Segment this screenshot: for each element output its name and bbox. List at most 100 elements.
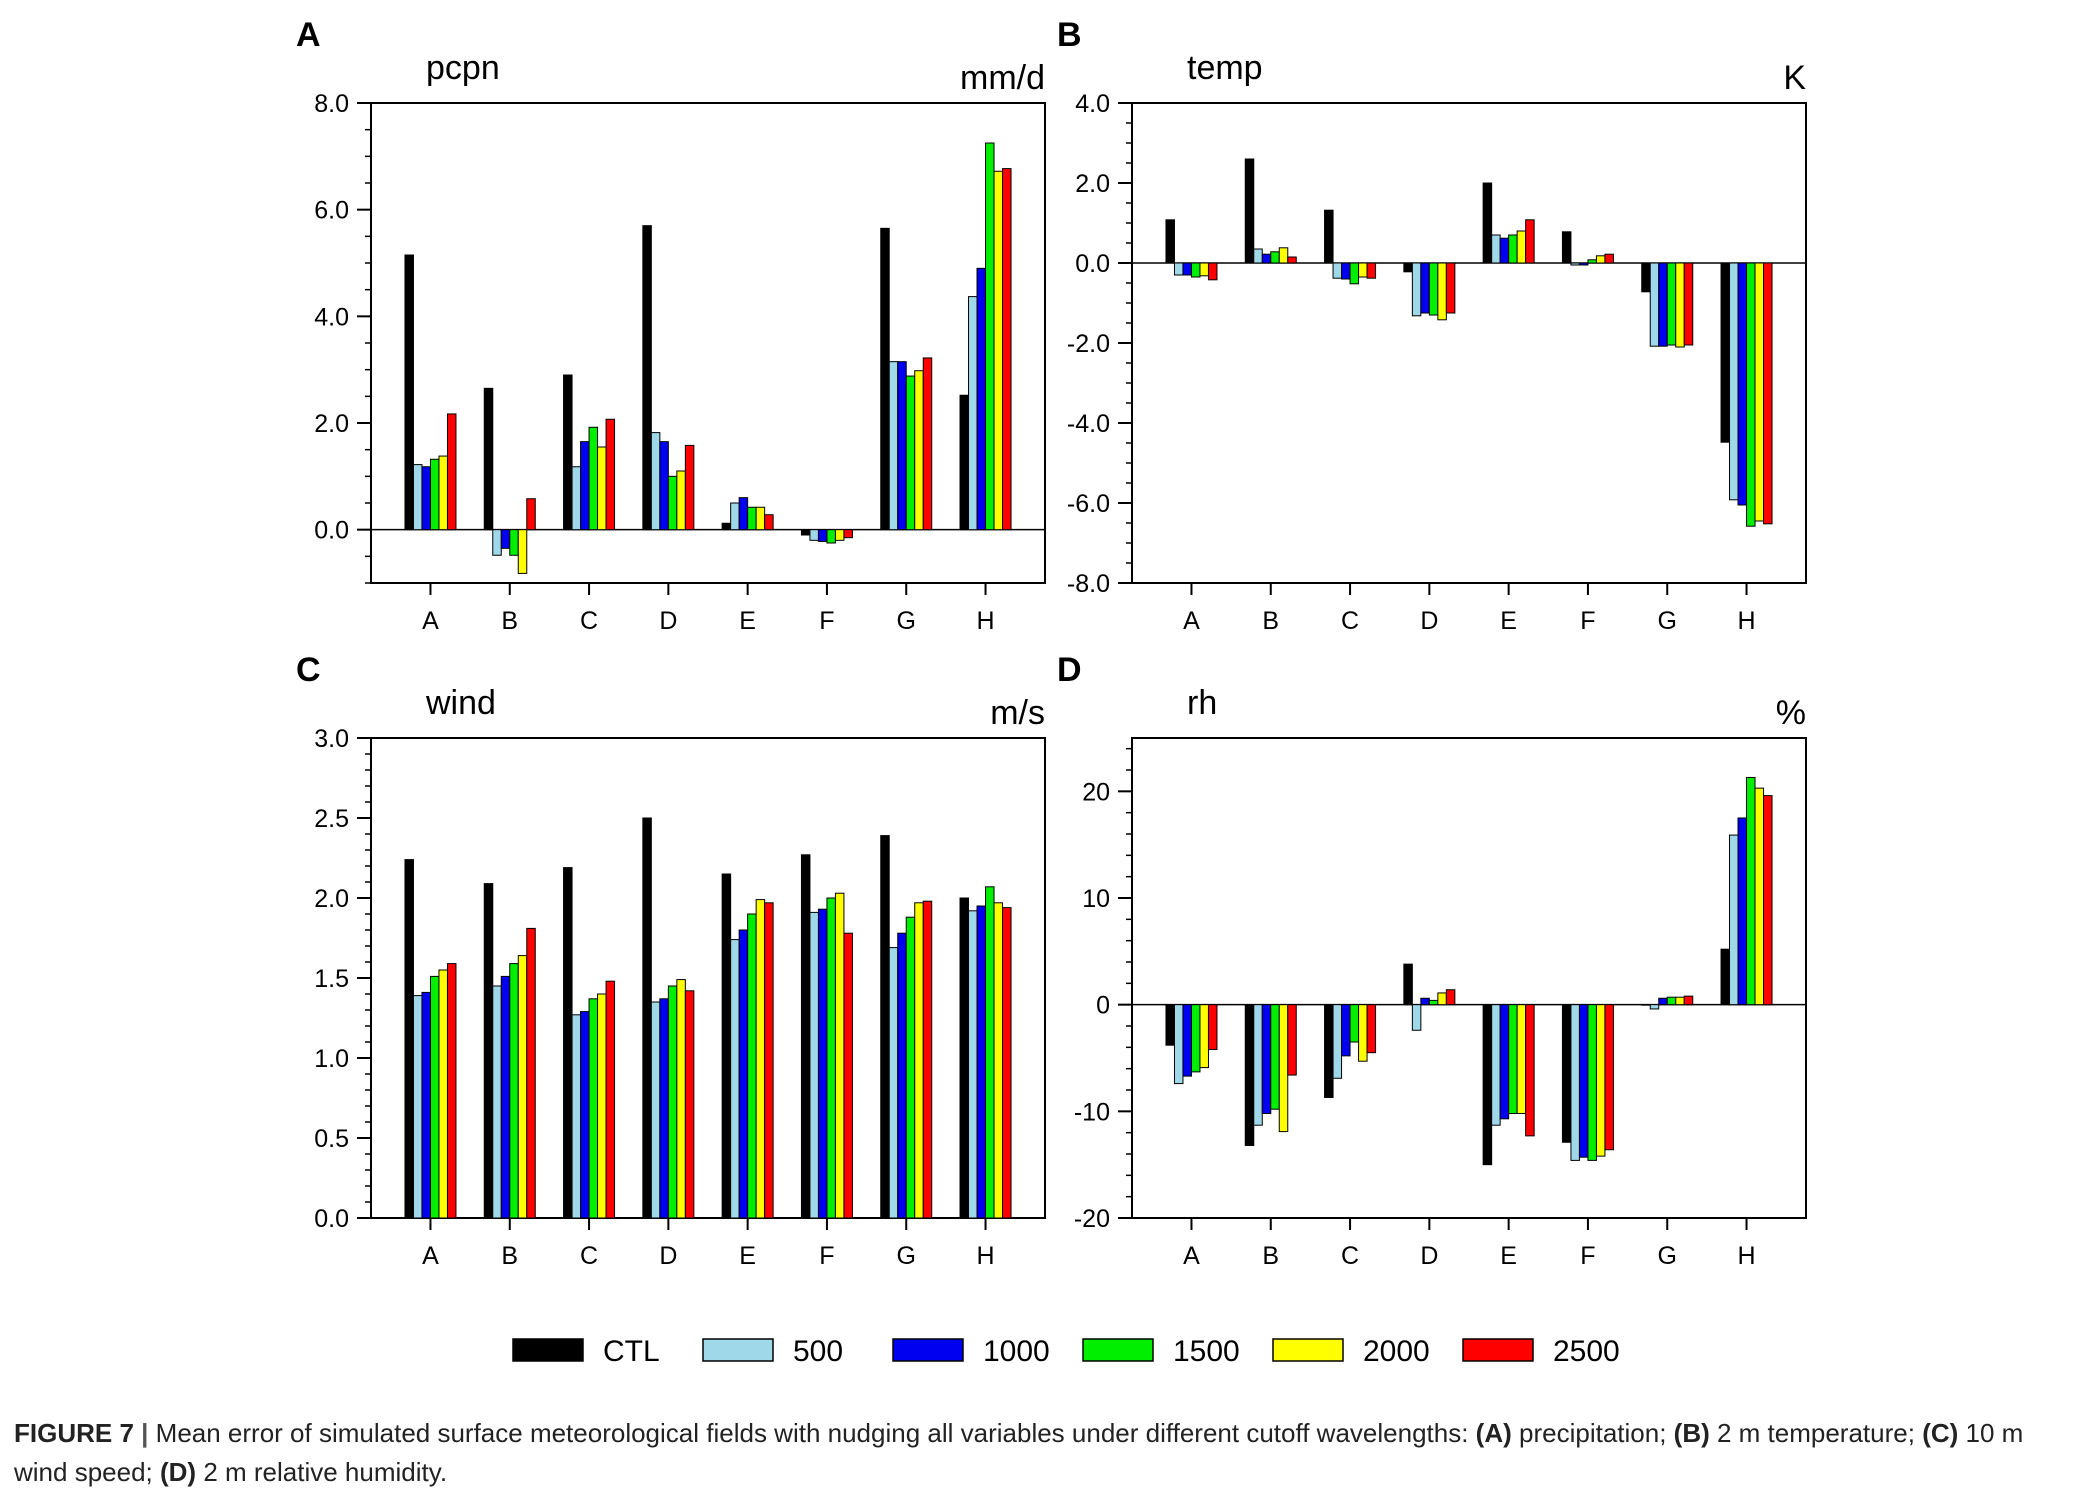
bar-c-2000 bbox=[1358, 1004, 1368, 1062]
bar-g-500 bbox=[888, 361, 899, 531]
bar-e-ctl bbox=[721, 873, 732, 1219]
bar-b-500 bbox=[492, 529, 502, 556]
bar-g-1500 bbox=[905, 375, 916, 531]
caption-label: FIGURE 7 bbox=[14, 1418, 134, 1448]
bar-e-2500 bbox=[1525, 1004, 1535, 1137]
panel-unit-d: % bbox=[1776, 694, 1806, 732]
legend-swatch-500 bbox=[702, 1338, 774, 1362]
y-tick-label: -6.0 bbox=[1067, 490, 1110, 518]
x-tick-label-h: H bbox=[976, 607, 994, 635]
x-tick-label-e: E bbox=[1500, 607, 1517, 635]
bar-f-1500 bbox=[826, 897, 836, 1219]
bar-a-2000 bbox=[1199, 262, 1209, 277]
bar-h-1500 bbox=[1746, 262, 1756, 527]
panel-unit-b: K bbox=[1783, 59, 1806, 97]
bar-h-ctl bbox=[959, 897, 970, 1219]
x-tick-label-d: D bbox=[659, 607, 677, 635]
x-tick-label-f: F bbox=[819, 607, 834, 635]
bar-e-1500 bbox=[1508, 234, 1518, 264]
bar-e-500 bbox=[1491, 1004, 1501, 1126]
bar-h-1000 bbox=[1737, 262, 1748, 506]
bar-f-1500 bbox=[1587, 259, 1597, 264]
y-tick-label: 0 bbox=[1096, 992, 1110, 1020]
x-tick-label-a: A bbox=[1183, 1242, 1200, 1270]
bar-a-2500 bbox=[1207, 262, 1218, 281]
bar-g-2500 bbox=[1683, 262, 1694, 346]
y-tick-label: -2.0 bbox=[1067, 330, 1110, 358]
bar-e-ctl bbox=[721, 522, 732, 531]
bar-a-500 bbox=[1173, 262, 1184, 276]
x-tick-label-g: G bbox=[897, 1242, 916, 1270]
plot-frame bbox=[370, 737, 1046, 1219]
x-tick-label-f: F bbox=[1580, 607, 1595, 635]
bar-g-2500 bbox=[1683, 995, 1694, 1006]
bar-b-2000 bbox=[517, 529, 528, 574]
x-tick-label-e: E bbox=[739, 1242, 756, 1270]
bar-d-1000 bbox=[659, 998, 669, 1219]
bar-h-2500 bbox=[1002, 907, 1012, 1219]
y-tick-label: 0.5 bbox=[314, 1125, 349, 1153]
bar-h-2500 bbox=[1763, 262, 1773, 525]
x-tick-label-f: F bbox=[819, 1242, 834, 1270]
x-tick-label-g: G bbox=[1658, 607, 1677, 635]
bar-d-1500 bbox=[667, 475, 678, 531]
bar-f-1000 bbox=[817, 529, 828, 542]
x-tick-label-b: B bbox=[501, 607, 518, 635]
bar-d-1500 bbox=[1428, 262, 1439, 316]
bar-c-ctl bbox=[1324, 1004, 1334, 1098]
x-tick-label-c: C bbox=[1341, 607, 1359, 635]
bar-h-ctl bbox=[1720, 948, 1731, 1006]
bar-f-ctl bbox=[800, 529, 811, 536]
bar-b-2500 bbox=[1287, 1004, 1297, 1076]
bar-e-2000 bbox=[1516, 1004, 1527, 1114]
bar-f-500 bbox=[1570, 262, 1580, 266]
bar-e-1000 bbox=[1499, 1004, 1510, 1120]
y-tick-label: 3.0 bbox=[314, 725, 349, 753]
x-tick-label-e: E bbox=[739, 607, 756, 635]
bar-b-1500 bbox=[1270, 1004, 1280, 1110]
bar-c-1500 bbox=[588, 998, 599, 1219]
bar-d-1000 bbox=[659, 441, 669, 531]
bar-h-500 bbox=[968, 910, 978, 1219]
bar-g-2500 bbox=[922, 900, 933, 1219]
bar-a-2500 bbox=[446, 413, 457, 531]
x-tick-label-f: F bbox=[1580, 1242, 1595, 1270]
bar-b-2500 bbox=[526, 927, 536, 1219]
bar-b-2000 bbox=[1278, 1004, 1289, 1133]
legend-label-2000: 2000 bbox=[1363, 1335, 1430, 1368]
bar-h-1000 bbox=[1737, 817, 1748, 1006]
bar-g-2500 bbox=[922, 357, 933, 531]
bar-h-1000 bbox=[976, 267, 987, 531]
bar-c-500 bbox=[571, 466, 582, 531]
bar-c-1500 bbox=[1349, 1004, 1360, 1043]
bar-g-500 bbox=[1649, 262, 1660, 347]
bar-f-500 bbox=[1570, 1004, 1580, 1161]
legend-swatch-1000 bbox=[892, 1338, 964, 1362]
bar-a-2500 bbox=[1207, 1004, 1218, 1050]
bar-e-1500 bbox=[747, 913, 757, 1219]
bar-e-2500 bbox=[764, 514, 774, 531]
panel-unit-c: m/s bbox=[990, 694, 1045, 732]
bar-e-1000 bbox=[738, 929, 749, 1219]
bar-a-ctl bbox=[1165, 219, 1175, 264]
bar-h-500 bbox=[1729, 834, 1739, 1006]
bar-e-500 bbox=[730, 502, 740, 531]
bar-a-2000 bbox=[438, 969, 448, 1219]
bar-e-ctl bbox=[1482, 1004, 1493, 1166]
bar-c-1000 bbox=[1341, 262, 1351, 280]
caption-text-a: precipitation; bbox=[1519, 1418, 1667, 1448]
legend: CTL 500 1000 1500 2000 2500 bbox=[512, 1335, 1620, 1368]
bar-b-1000 bbox=[500, 529, 511, 549]
bar-h-2000 bbox=[1754, 262, 1765, 522]
y-tick-label: 2.0 bbox=[314, 410, 349, 438]
x-tick-label-a: A bbox=[422, 607, 439, 635]
figure-caption: FIGURE 7 | Mean error of simulated surfa… bbox=[14, 1414, 2054, 1492]
x-tick-label-b: B bbox=[1262, 1242, 1279, 1270]
bar-f-2000 bbox=[1595, 255, 1606, 264]
bar-b-500 bbox=[1253, 1004, 1263, 1126]
bar-a-1000 bbox=[1182, 262, 1192, 276]
panel-label-a: A bbox=[296, 16, 321, 54]
bar-c-1000 bbox=[1341, 1004, 1351, 1057]
caption-ref-a: (A) bbox=[1475, 1418, 1512, 1448]
